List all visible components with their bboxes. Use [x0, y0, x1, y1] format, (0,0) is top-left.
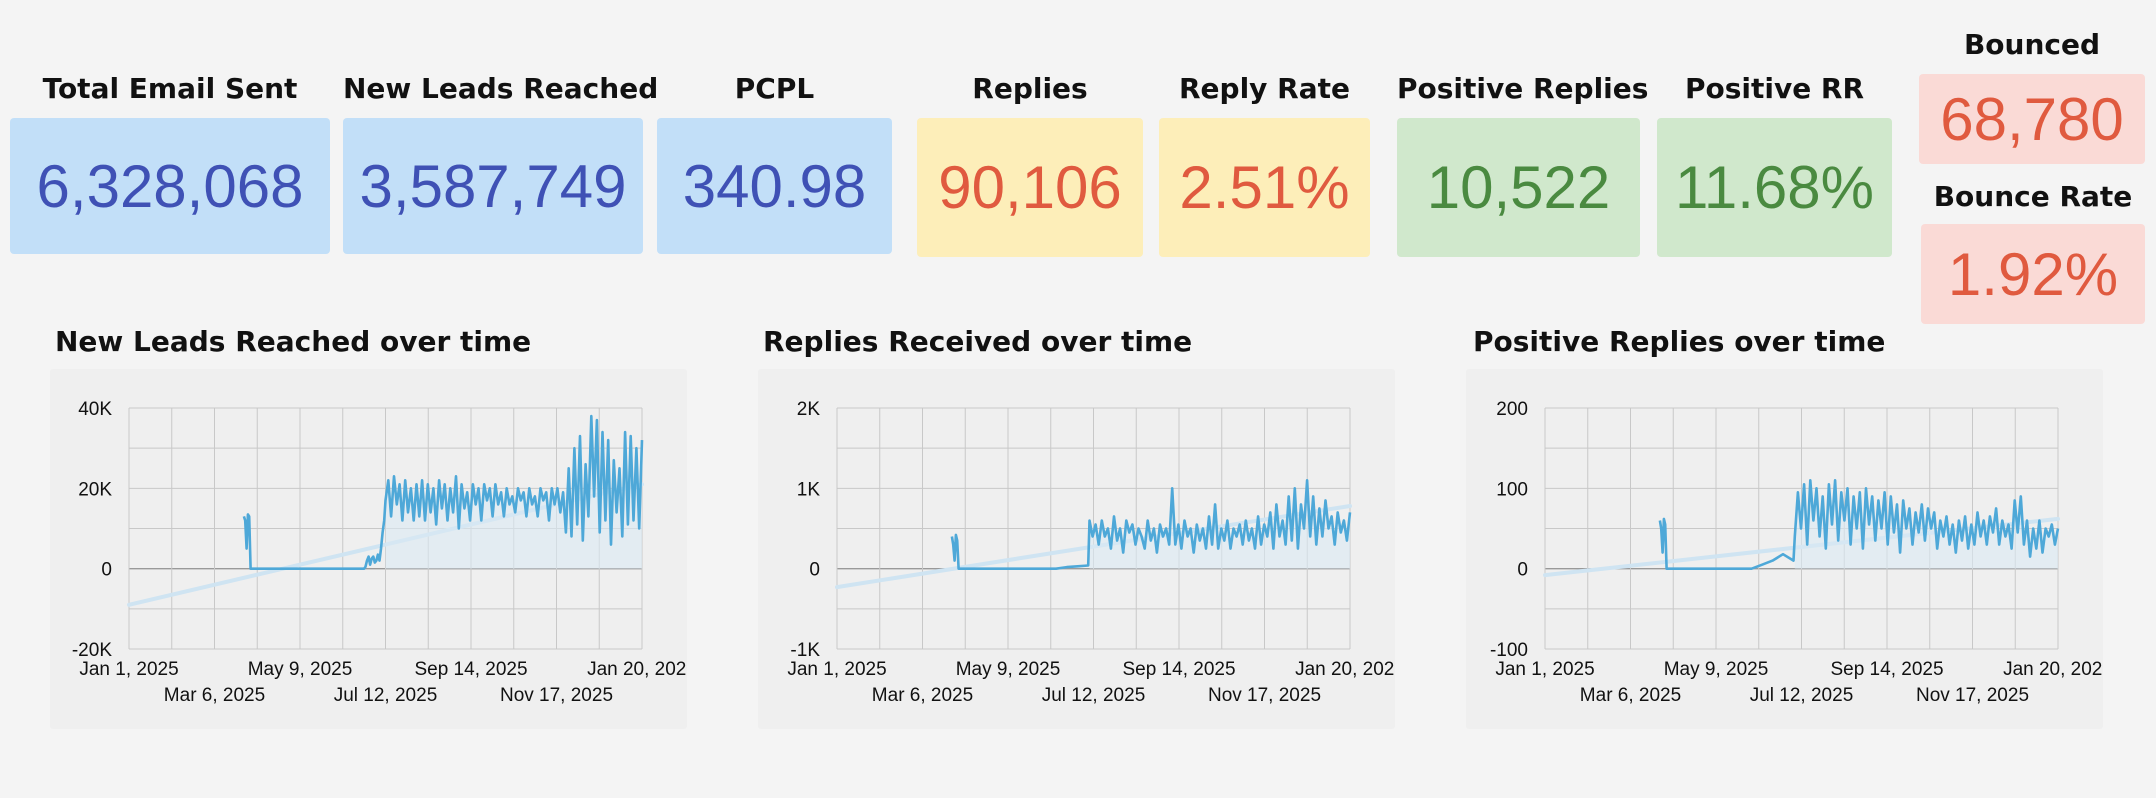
positive-replies-value: 10,522	[1397, 118, 1640, 257]
positive-rr-value: 11.68%	[1657, 118, 1892, 257]
y-tick-label: 40K	[78, 399, 112, 420]
x-tick-label: May 9, 2025	[1664, 659, 1769, 680]
x-tick-label: Jul 12, 2025	[1750, 685, 1854, 706]
x-tick-label: Jan 1, 2025	[79, 659, 178, 680]
y-tick-label: -100	[1490, 640, 1528, 661]
y-tick-label: 20K	[78, 479, 112, 500]
series-area	[1089, 480, 1350, 569]
x-tick-label: Jan 20, 2026	[2003, 659, 2103, 680]
x-tick-label: Nov 17, 2025	[500, 685, 613, 706]
y-tick-label: -1K	[790, 640, 820, 661]
x-tick-label: Sep 14, 2025	[414, 659, 527, 680]
replies-label: Replies	[972, 72, 1088, 105]
reply-rate-label: Reply Rate	[1178, 72, 1351, 105]
x-tick-label: Jan 1, 2025	[1495, 659, 1594, 680]
positive-rr-label: Positive RR	[1684, 72, 1865, 105]
x-tick-label: Mar 6, 2025	[1580, 685, 1681, 706]
y-tick-label: 0	[101, 560, 112, 581]
bounce-rate-value: 1.92%	[1921, 224, 2145, 324]
chart-panel-replies: 2K 1K 0 -1K Jan 1, 2025 May 9, 2025 Sep 14, 20…	[758, 369, 1395, 729]
x-tick-label: Jan 20, 2026	[1295, 659, 1395, 680]
x-tick-label: Jan 1, 2025	[787, 659, 886, 680]
x-tick-label: Jan 20, 2026	[587, 659, 687, 680]
bounced-value: 68,780	[1919, 74, 2145, 164]
positive-replies-label: Positive Replies	[1397, 72, 1649, 105]
chart-title-positive-replies: Positive Replies over time	[1473, 325, 1886, 358]
x-tick-label: Jul 12, 2025	[1042, 685, 1146, 706]
y-tick-label: 2K	[797, 399, 821, 420]
series-area	[385, 416, 642, 569]
chart-panel-new-leads: 40K 20K 0 -20K Jan 1, 2025 May 9, 2025 Sep 14,…	[50, 369, 687, 729]
bounced-label: Bounced	[1963, 28, 2101, 61]
pcpl-label: PCPL	[734, 72, 815, 105]
replies-value: 90,106	[917, 118, 1143, 257]
y-tick-label: 0	[1517, 560, 1528, 581]
x-tick-label: Mar 6, 2025	[872, 685, 973, 706]
x-tick-label: Sep 14, 2025	[1830, 659, 1943, 680]
y-tick-label: 200	[1496, 399, 1528, 420]
x-tick-label: Jul 12, 2025	[334, 685, 438, 706]
x-tick-label: May 9, 2025	[956, 659, 1061, 680]
reply-rate-value: 2.51%	[1159, 118, 1370, 257]
x-tick-label: Nov 17, 2025	[1916, 685, 2029, 706]
y-tick-label: 100	[1496, 479, 1528, 500]
total-email-sent-label: Total Email Sent	[42, 72, 298, 105]
series-line	[242, 414, 644, 570]
x-tick-label: Mar 6, 2025	[164, 685, 265, 706]
grid-lines	[1544, 407, 2059, 650]
new-leads-reached-value: 3,587,749	[343, 118, 643, 254]
total-email-sent-value: 6,328,068	[10, 118, 330, 254]
series-line	[1658, 479, 2060, 570]
chart-title-new-leads: New Leads Reached over time	[55, 325, 532, 358]
y-tick-label: 0	[809, 560, 820, 581]
y-tick-label: 1K	[797, 479, 821, 500]
chart-title-replies: Replies Received over time	[763, 325, 1193, 358]
x-tick-label: Nov 17, 2025	[1208, 685, 1321, 706]
x-tick-label: May 9, 2025	[248, 659, 353, 680]
series-line	[950, 479, 1352, 570]
y-tick-label: -20K	[72, 640, 112, 661]
x-tick-label: Sep 14, 2025	[1122, 659, 1235, 680]
new-leads-reached-label: New Leads Reached	[343, 72, 659, 105]
series-area	[1794, 480, 2058, 569]
chart-panel-positive-replies: 200 100 0 -100 Jan 1, 2025 May 9, 2025 Sep 14,…	[1466, 369, 2103, 729]
pcpl-value: 340.98	[657, 118, 892, 254]
bounce-rate-label: Bounce Rate	[1933, 180, 2133, 213]
